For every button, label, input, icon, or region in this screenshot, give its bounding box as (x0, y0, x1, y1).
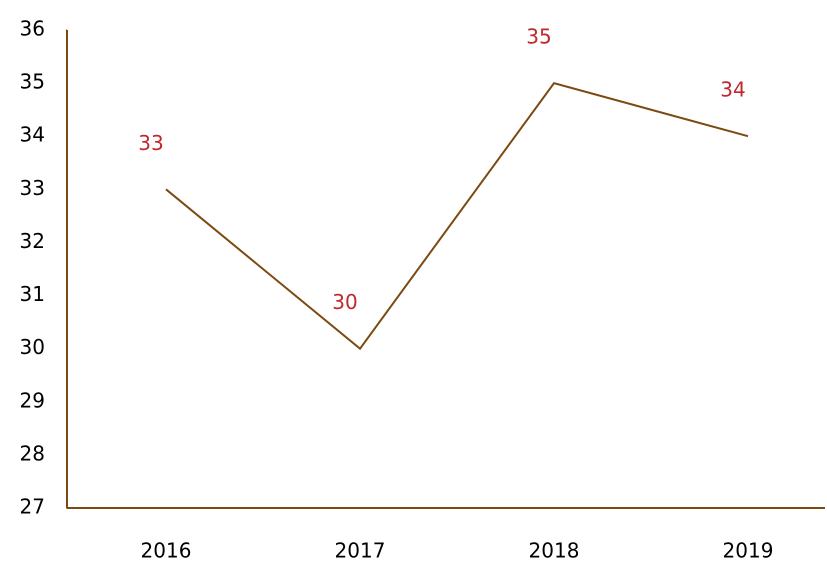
y-tick-label: 30 (20, 335, 45, 359)
y-tick-label: 35 (20, 70, 45, 94)
y-tick-label: 28 (20, 441, 45, 465)
data-label: 35 (526, 25, 551, 49)
x-tick-label: 2016 (141, 539, 192, 563)
data-label: 34 (720, 78, 745, 102)
y-tick-label: 29 (20, 388, 45, 412)
y-tick-label: 34 (20, 123, 45, 147)
x-tick-label: 2018 (529, 539, 580, 563)
x-tick-label: 2017 (335, 539, 386, 563)
y-tick-label: 27 (20, 495, 45, 519)
y-tick-label: 32 (20, 229, 45, 253)
line (165, 81, 749, 351)
y-tick-label: 33 (20, 176, 45, 200)
data-label: 30 (332, 290, 357, 314)
y-tick-label: 31 (20, 282, 45, 306)
x-tick-label: 2019 (723, 539, 774, 563)
y-tick-label: 36 (20, 17, 45, 41)
data-label: 33 (138, 131, 163, 155)
